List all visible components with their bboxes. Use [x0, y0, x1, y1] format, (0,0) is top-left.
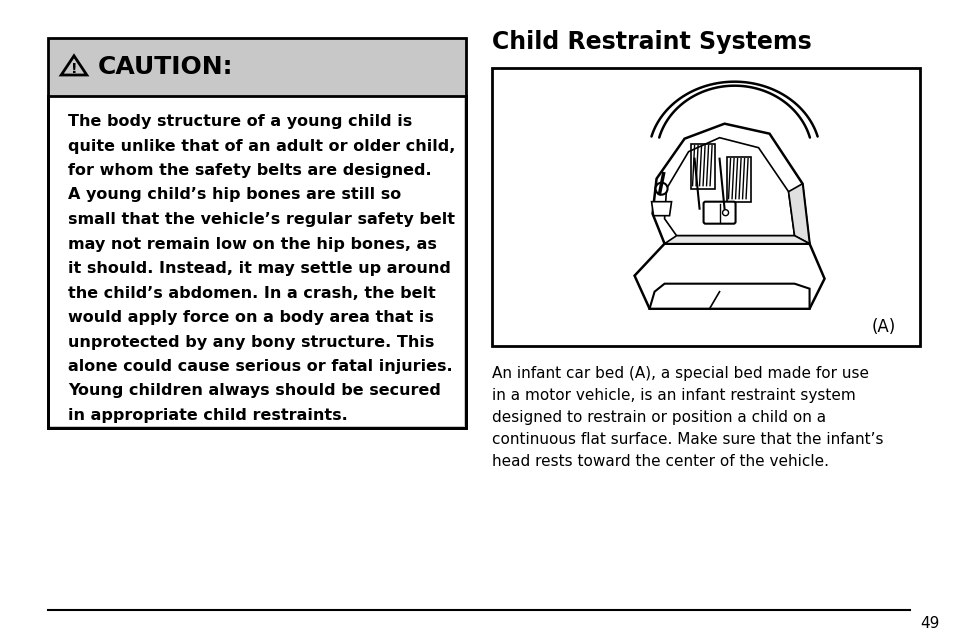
Circle shape [721, 210, 728, 216]
Text: The body structure of a young child is: The body structure of a young child is [68, 114, 412, 129]
Text: the child’s abdomen. In a crash, the belt: the child’s abdomen. In a crash, the bel… [68, 286, 436, 300]
Text: !: ! [71, 62, 77, 76]
Text: would apply force on a body area that is: would apply force on a body area that is [68, 310, 434, 325]
Polygon shape [788, 184, 809, 244]
Text: Young children always should be secured: Young children always should be secured [68, 384, 440, 399]
Polygon shape [634, 244, 823, 308]
Text: A young child’s hip bones are still so: A young child’s hip bones are still so [68, 188, 401, 202]
Text: it should. Instead, it may settle up around: it should. Instead, it may settle up aro… [68, 261, 451, 276]
FancyBboxPatch shape [48, 38, 465, 428]
Polygon shape [664, 236, 809, 244]
Text: designed to restrain or position a child on a: designed to restrain or position a child… [492, 410, 825, 425]
FancyBboxPatch shape [702, 202, 735, 224]
Text: head rests toward the center of the vehicle.: head rests toward the center of the vehi… [492, 454, 828, 469]
Polygon shape [652, 123, 809, 244]
Polygon shape [61, 56, 87, 75]
FancyBboxPatch shape [50, 97, 463, 426]
Text: CAUTION:: CAUTION: [98, 55, 233, 79]
Text: may not remain low on the hip bones, as: may not remain low on the hip bones, as [68, 237, 436, 251]
Text: in appropriate child restraints.: in appropriate child restraints. [68, 408, 348, 423]
FancyBboxPatch shape [492, 68, 919, 346]
Polygon shape [651, 202, 671, 216]
Text: for whom the safety belts are designed.: for whom the safety belts are designed. [68, 163, 431, 178]
Text: Child Restraint Systems: Child Restraint Systems [492, 30, 811, 54]
Circle shape [655, 183, 667, 195]
Text: (A): (A) [871, 318, 895, 336]
Text: unprotected by any bony structure. This: unprotected by any bony structure. This [68, 335, 434, 350]
Text: continuous flat surface. Make sure that the infant’s: continuous flat surface. Make sure that … [492, 432, 882, 447]
Text: alone could cause serious or fatal injuries.: alone could cause serious or fatal injur… [68, 359, 452, 374]
Text: quite unlike that of an adult or older child,: quite unlike that of an adult or older c… [68, 139, 455, 153]
Polygon shape [664, 137, 794, 236]
Text: in a motor vehicle, is an infant restraint system: in a motor vehicle, is an infant restrai… [492, 388, 855, 403]
Text: An infant car bed (A), a special bed made for use: An infant car bed (A), a special bed mad… [492, 366, 868, 381]
Text: 49: 49 [919, 616, 939, 631]
Text: small that the vehicle’s regular safety belt: small that the vehicle’s regular safety … [68, 212, 455, 227]
Polygon shape [649, 284, 809, 308]
